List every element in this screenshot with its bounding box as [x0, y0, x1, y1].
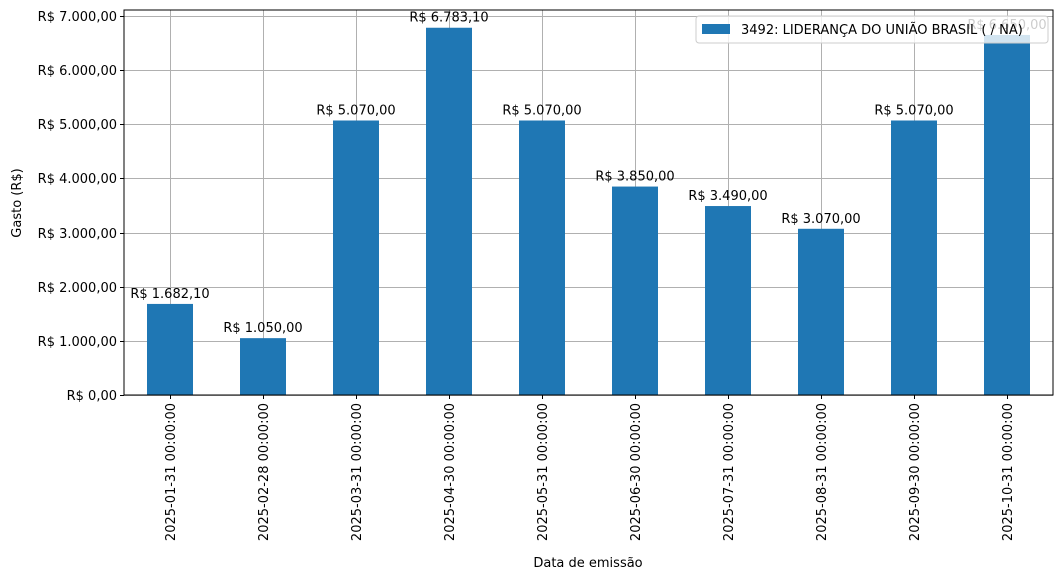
y-tick-label: R$ 6.000,00: [38, 64, 117, 79]
bar: [891, 120, 937, 395]
x-tick-label: 2025-09-30 00:00:00: [908, 403, 923, 541]
bar-value-label: R$ 1.682,10: [130, 287, 209, 302]
bar-value-label: R$ 5.070,00: [874, 103, 953, 118]
legend-frame: [695, 15, 1049, 44]
bar: [426, 27, 472, 395]
plot-frame: [123, 9, 1054, 396]
x-tick-label: 2025-01-31 00:00:00: [164, 403, 179, 541]
bar-value-label: R$ 5.070,00: [316, 103, 395, 118]
y-tick-label: R$ 4.000,00: [38, 172, 117, 187]
x-tick-label: 2025-05-31 00:00:00: [536, 403, 551, 541]
y-tick-label: R$ 7.000,00: [38, 10, 117, 25]
y-tick-label: R$ 3.000,00: [38, 227, 117, 242]
bar: [612, 186, 658, 395]
x-tick-label: 2025-07-31 00:00:00: [722, 403, 737, 541]
bar: [333, 120, 379, 395]
y-axis-label: Gasto (R$): [10, 168, 25, 237]
bar-value-label: R$ 1.050,00: [223, 321, 302, 336]
x-tick-label: 2025-08-31 00:00:00: [815, 403, 830, 541]
legend-swatch-icon: [702, 24, 730, 34]
x-tick-label: 2025-04-30 00:00:00: [443, 403, 458, 541]
bar-value-label: R$ 3.490,00: [688, 189, 767, 204]
bar-value-label: R$ 5.070,00: [502, 103, 581, 118]
bar: [705, 206, 751, 395]
x-tick-label: 2025-03-31 00:00:00: [350, 403, 365, 541]
bar: [798, 228, 844, 395]
y-tick-label: R$ 1.000,00: [38, 335, 117, 350]
legend-label: 3492: LIDERANÇA DO UNIÃO BRASIL ( / NA): [741, 22, 1023, 38]
x-axis-label: Data de emissão: [533, 556, 642, 571]
x-tick-label: 2025-06-30 00:00:00: [629, 403, 644, 541]
bar: [984, 34, 1030, 395]
x-gridlines: [170, 10, 1008, 395]
bars: [147, 27, 1030, 395]
bar: [147, 303, 193, 395]
bar-value-label: R$ 6.783,10: [409, 11, 488, 26]
bar-value-label: R$ 3.850,00: [595, 170, 674, 185]
y-tick-label: R$ 2.000,00: [38, 281, 117, 296]
y-axis-ticks: R$ 0,00 R$ 1.000,00 R$ 2.000,00 R$ 3.000,00…: [38, 10, 124, 404]
bar: [240, 338, 286, 395]
x-tick-label: 2025-10-31 00:00:00: [1001, 403, 1016, 541]
x-tick-label: 2025-02-28 00:00:00: [257, 403, 272, 541]
x-axis-ticks: 2025-01-31 00:00:00 2025-02-28 00:00:00 20…: [164, 395, 1016, 541]
bar-value-label: R$ 3.070,00: [781, 212, 860, 227]
legend: 3492: LIDERANÇA DO UNIÃO BRASIL ( / NA): [695, 15, 1049, 44]
bar: [519, 120, 565, 395]
y-tick-label: R$ 0,00: [67, 389, 117, 404]
y-tick-label: R$ 5.000,00: [38, 118, 117, 133]
